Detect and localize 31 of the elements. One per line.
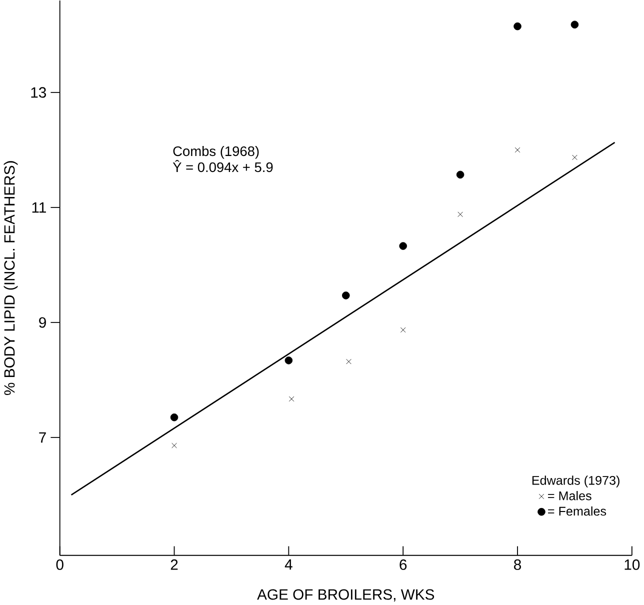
point <box>572 154 578 160</box>
y-tick-label: 7 <box>39 432 46 442</box>
point <box>514 147 520 152</box>
point <box>172 442 177 448</box>
point <box>284 356 293 364</box>
y-tick-label: 11 <box>32 202 46 212</box>
point <box>570 20 579 28</box>
annotation: Ŷ = 0.094x + 5.9 <box>172 160 273 172</box>
y-axis-title: % BODY LIPID (INCL. FEATHERS) <box>4 161 18 395</box>
point <box>514 22 522 30</box>
legend-label: = Males <box>548 490 592 500</box>
x-axis-title: AGE OF BROILERS, WKS <box>257 589 434 602</box>
x-tick-label: 8 <box>514 559 521 570</box>
x-tick-label: 6 <box>400 559 407 570</box>
x-tick-label: 0 <box>56 559 64 570</box>
point <box>400 327 406 332</box>
y-tick-label: 13 <box>31 87 46 98</box>
point <box>288 396 294 402</box>
legend-label: = Females <box>548 506 606 516</box>
x-tick-label: 4 <box>284 559 292 570</box>
point <box>458 212 463 217</box>
annotation: Combs (1968) <box>173 146 259 159</box>
y-tick-label: 9 <box>39 317 46 328</box>
x-tick-label: 10 <box>624 559 640 570</box>
point <box>170 413 178 422</box>
point <box>456 170 464 178</box>
point <box>342 291 350 300</box>
x-tick-label: 2 <box>170 559 178 570</box>
point <box>346 358 352 364</box>
point <box>399 242 407 250</box>
legend-title: Edwards (1973) <box>532 475 620 488</box>
